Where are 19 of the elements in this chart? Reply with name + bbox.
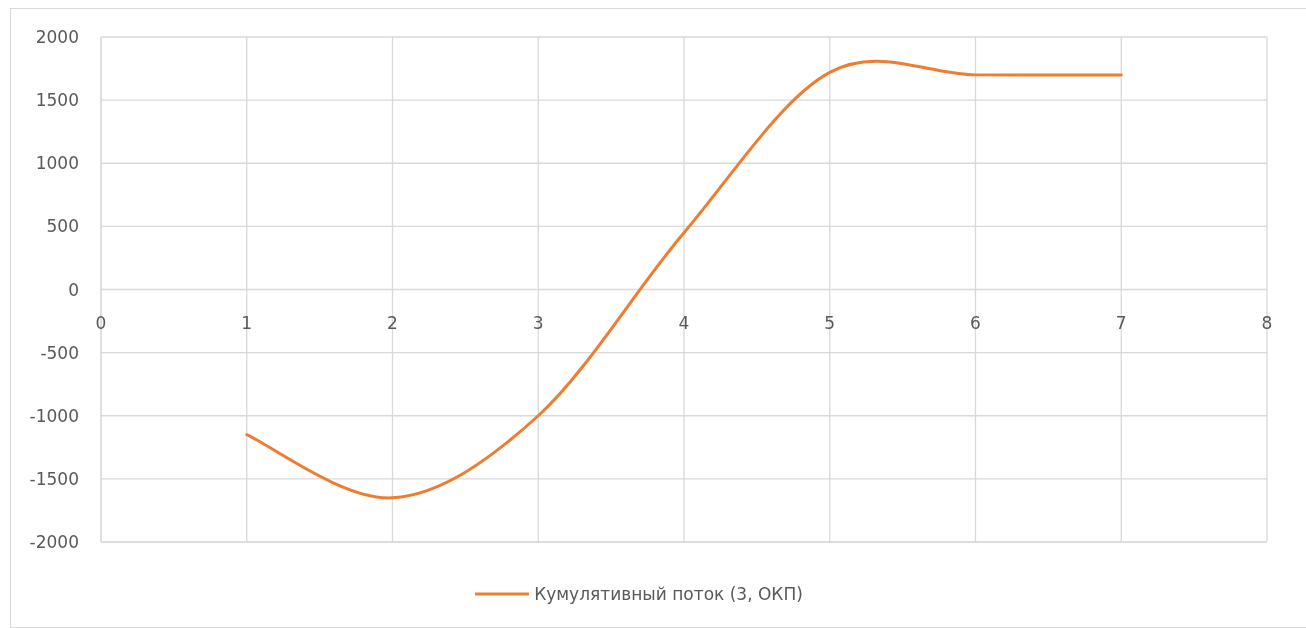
y-tick-label: 1000 [35,153,79,174]
x-tick-label: 5 [824,312,836,333]
x-tick-label: 3 [532,312,544,333]
x-tick-label: 6 [970,312,981,333]
y-tick-label: 1500 [35,90,79,111]
y-tick-label: -2000 [29,532,79,553]
legend-label: Кумулятивный поток (3, ОКП) [534,584,803,604]
y-tick-label: -500 [40,342,79,363]
y-tick-label: 2000 [35,27,79,48]
x-tick-label: 1 [241,312,253,333]
x-tick-label: 0 [95,312,107,333]
y-tick-label: -1500 [29,468,79,489]
y-tick-label: 0 [68,279,79,300]
y-tick-label: -1000 [29,405,79,426]
y-tick-label: 500 [46,216,79,237]
x-tick-label: 2 [387,312,398,333]
x-tick-label: 7 [1115,312,1127,333]
x-tick-label: 4 [678,312,690,333]
x-tick-label: 8 [1261,312,1273,333]
